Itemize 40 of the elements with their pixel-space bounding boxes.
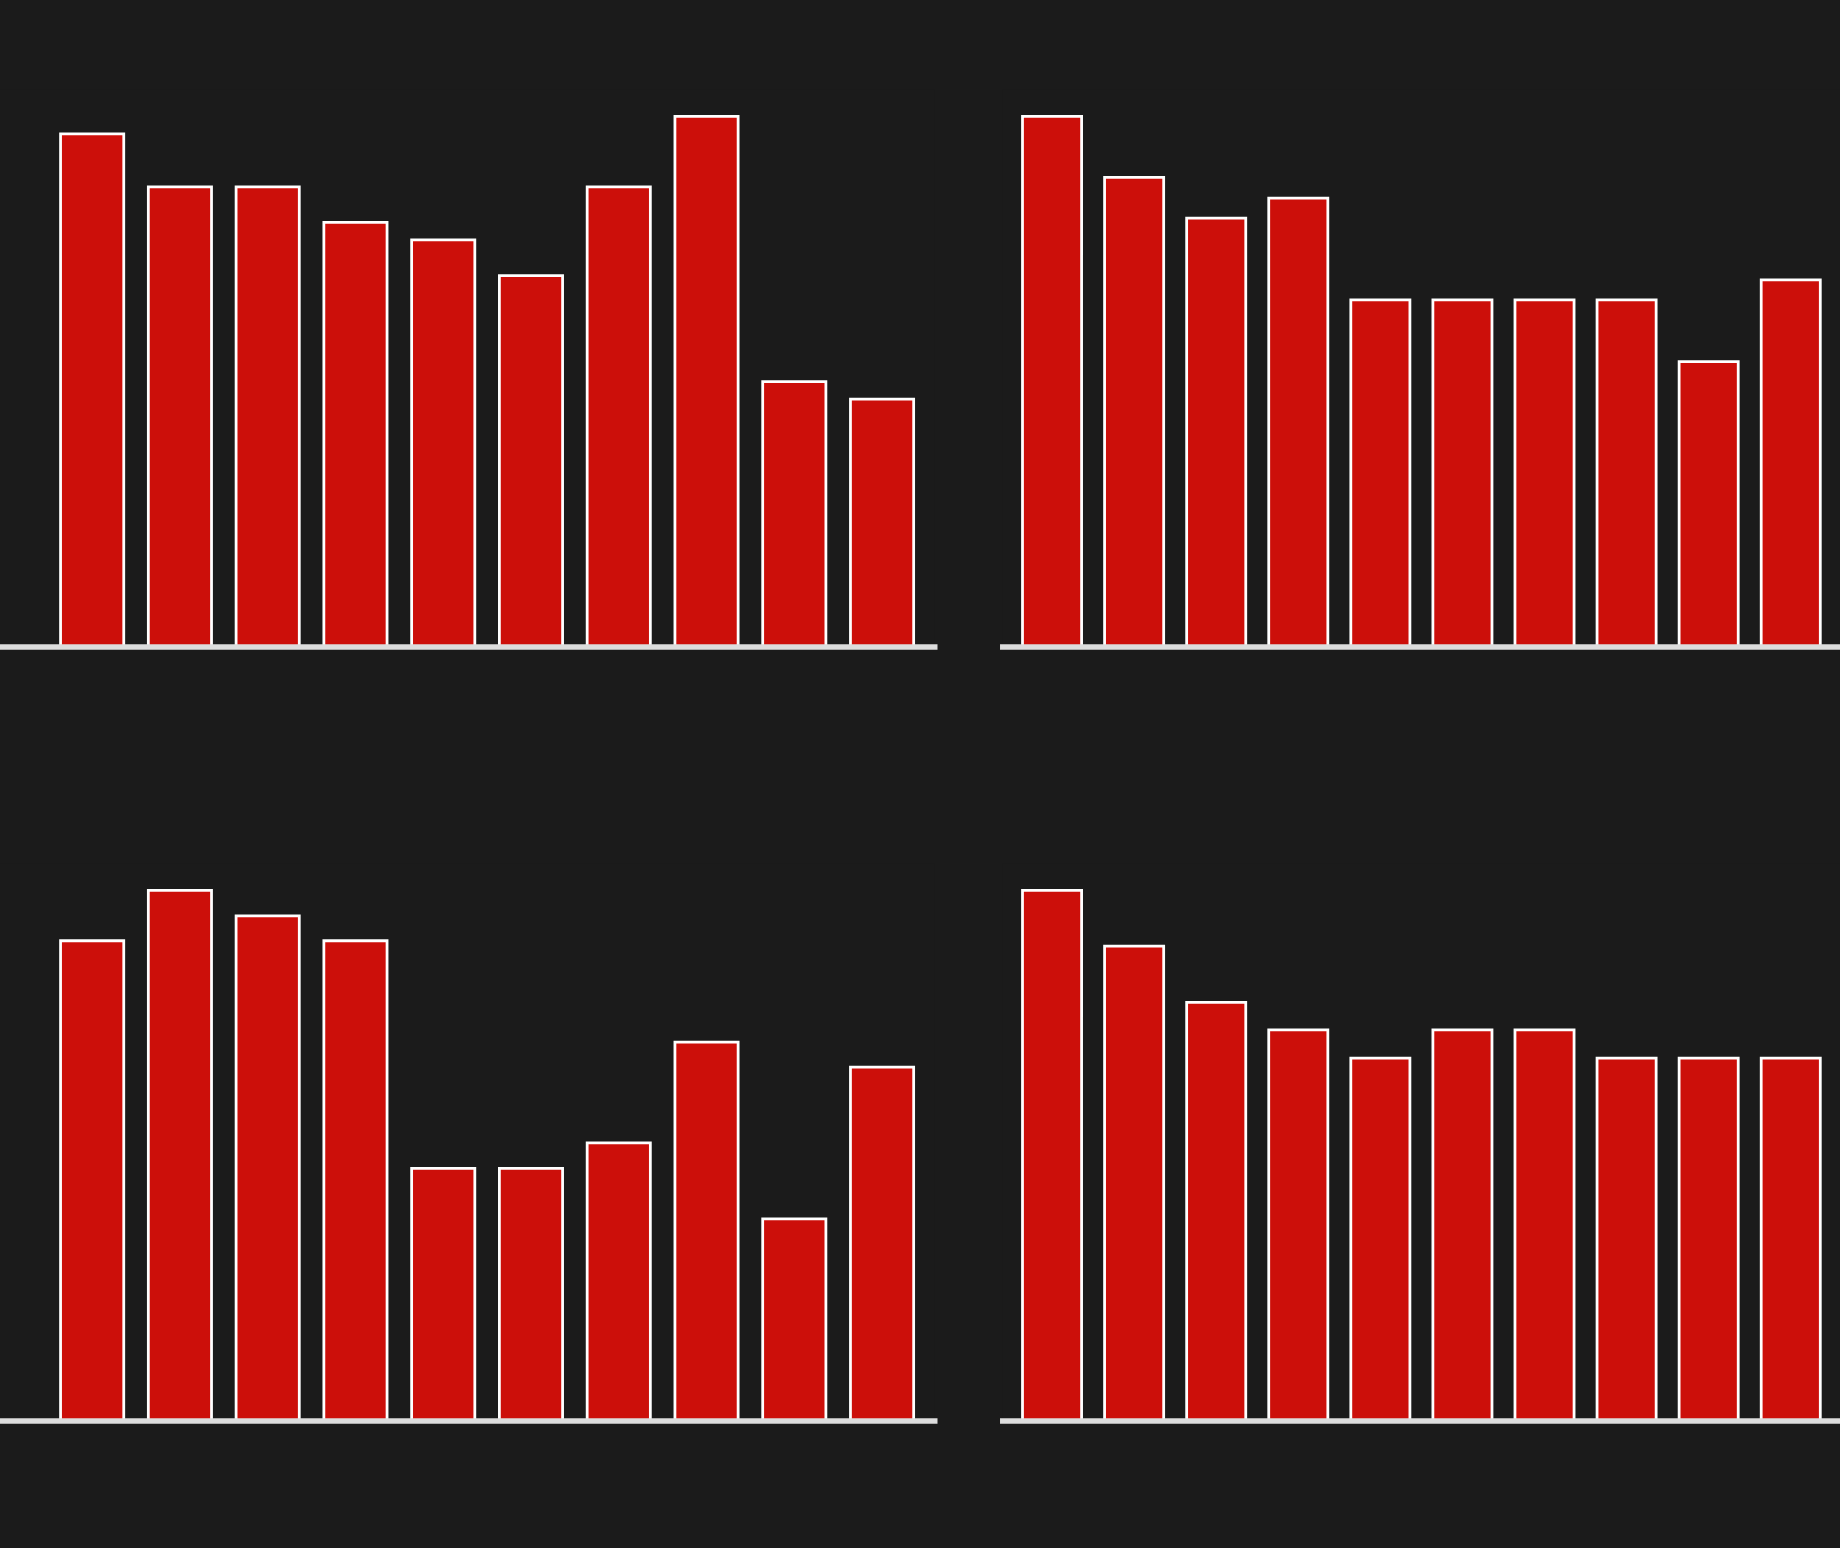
bar — [761, 380, 828, 648]
bar — [146, 888, 213, 1422]
bar — [59, 939, 126, 1422]
bar — [673, 1040, 740, 1422]
bar — [1267, 1028, 1330, 1422]
bar — [1349, 298, 1412, 648]
bar — [1103, 944, 1166, 1422]
bar — [1103, 175, 1166, 648]
bar — [1185, 1000, 1248, 1422]
bar — [1513, 298, 1576, 648]
bar — [1431, 298, 1494, 648]
bar — [1349, 1056, 1412, 1422]
bar — [1677, 1056, 1740, 1422]
bar — [761, 1217, 828, 1422]
bar — [1595, 298, 1658, 648]
bar — [849, 397, 916, 648]
bar — [234, 914, 301, 1422]
bar — [585, 1141, 652, 1422]
bar — [146, 185, 213, 648]
bar — [1513, 1028, 1576, 1422]
bar — [1431, 1028, 1494, 1422]
bar — [410, 1167, 477, 1422]
bar — [1185, 216, 1248, 648]
bar — [234, 185, 301, 648]
bar — [1021, 888, 1083, 1422]
bar — [585, 185, 652, 648]
bar — [322, 221, 389, 648]
bar — [410, 238, 477, 648]
bar — [1759, 278, 1822, 648]
bar — [1595, 1056, 1658, 1422]
bar — [498, 274, 564, 648]
bar — [673, 114, 740, 648]
bar — [849, 1065, 916, 1422]
bar — [59, 132, 126, 648]
bar — [1021, 114, 1083, 648]
bar — [1267, 196, 1330, 648]
bar — [1759, 1056, 1822, 1422]
bar — [498, 1167, 564, 1422]
bar — [322, 939, 389, 1422]
bar — [1677, 360, 1740, 648]
